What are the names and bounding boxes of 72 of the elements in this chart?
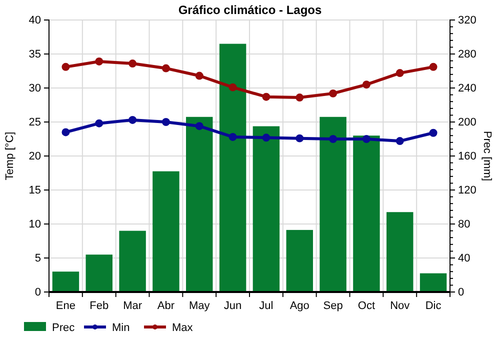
x-tick-label: Feb — [90, 300, 109, 312]
point — [429, 62, 438, 71]
point — [362, 135, 370, 143]
bar — [420, 273, 447, 292]
y2-tick-label: 240 — [458, 82, 476, 95]
point — [128, 116, 137, 124]
y-tick-label: 0 — [34, 286, 41, 299]
point — [95, 119, 104, 128]
bar — [119, 230, 146, 292]
legend-label: Prec — [52, 322, 76, 334]
bar — [386, 212, 414, 292]
point — [95, 58, 104, 66]
point — [262, 134, 270, 142]
y-axis-title: Temp [°C] — [4, 132, 16, 180]
legend-label: Max — [172, 322, 194, 334]
y-tick-label: 10 — [28, 218, 41, 231]
y-tick-label: 30 — [28, 82, 41, 95]
x-tick-label: Jun — [224, 300, 242, 312]
y-tick-label: 35 — [28, 48, 41, 61]
bar — [86, 254, 112, 292]
point — [396, 69, 404, 78]
point — [195, 72, 204, 80]
bar — [186, 116, 213, 292]
y-tick-label: 5 — [34, 252, 41, 265]
y2-tick-label: 80 — [458, 218, 470, 231]
y-tick-label: 25 — [28, 116, 41, 129]
point — [162, 118, 170, 126]
point — [362, 80, 370, 89]
y-tick-label: 40 — [28, 14, 41, 27]
x-tick-label: Ene — [56, 300, 76, 312]
x-tick-label: Ago — [290, 300, 310, 312]
point — [262, 92, 270, 101]
point — [429, 128, 438, 137]
x-tick-label: Oct — [358, 300, 376, 312]
x-tick-label: Dic — [425, 300, 442, 312]
chart-title: Gráfico climático - Lagos — [178, 3, 322, 17]
x-tick-label: Mar — [123, 300, 142, 312]
point — [296, 94, 304, 102]
bar — [219, 44, 246, 292]
y2-tick-label: 320 — [458, 14, 476, 27]
point — [195, 122, 204, 130]
point — [228, 132, 237, 141]
x-tick-label: Nov — [390, 300, 410, 312]
point — [396, 137, 404, 146]
x-tick-label: Sep — [323, 300, 343, 312]
y2-tick-label: 200 — [458, 116, 476, 129]
y2-axis-title: Prec [mm] — [481, 130, 493, 182]
bar — [152, 171, 180, 292]
point — [62, 128, 70, 136]
y-tick-label: 20 — [28, 150, 41, 163]
y2-tick-label: 160 — [458, 150, 476, 163]
bar — [320, 116, 346, 292]
y2-tick-label: 280 — [458, 48, 476, 61]
x-tick-label: Jul — [259, 300, 274, 312]
point — [228, 83, 237, 92]
point — [329, 135, 338, 143]
x-tick-label: Abr — [157, 300, 175, 312]
y2-tick-label: 120 — [458, 184, 476, 197]
point — [296, 134, 304, 142]
x-tick-label: May — [188, 300, 210, 312]
legend-label: Min — [112, 322, 130, 334]
point — [62, 62, 70, 71]
y-tick-label: 15 — [28, 184, 41, 197]
bar — [286, 230, 313, 292]
point — [329, 89, 338, 98]
bar — [52, 272, 80, 292]
point — [162, 64, 170, 72]
point — [128, 60, 137, 68]
y2-tick-label: 40 — [458, 252, 470, 265]
bar — [252, 126, 280, 292]
bar — [353, 136, 380, 292]
y2-tick-label: 0 — [458, 286, 464, 299]
